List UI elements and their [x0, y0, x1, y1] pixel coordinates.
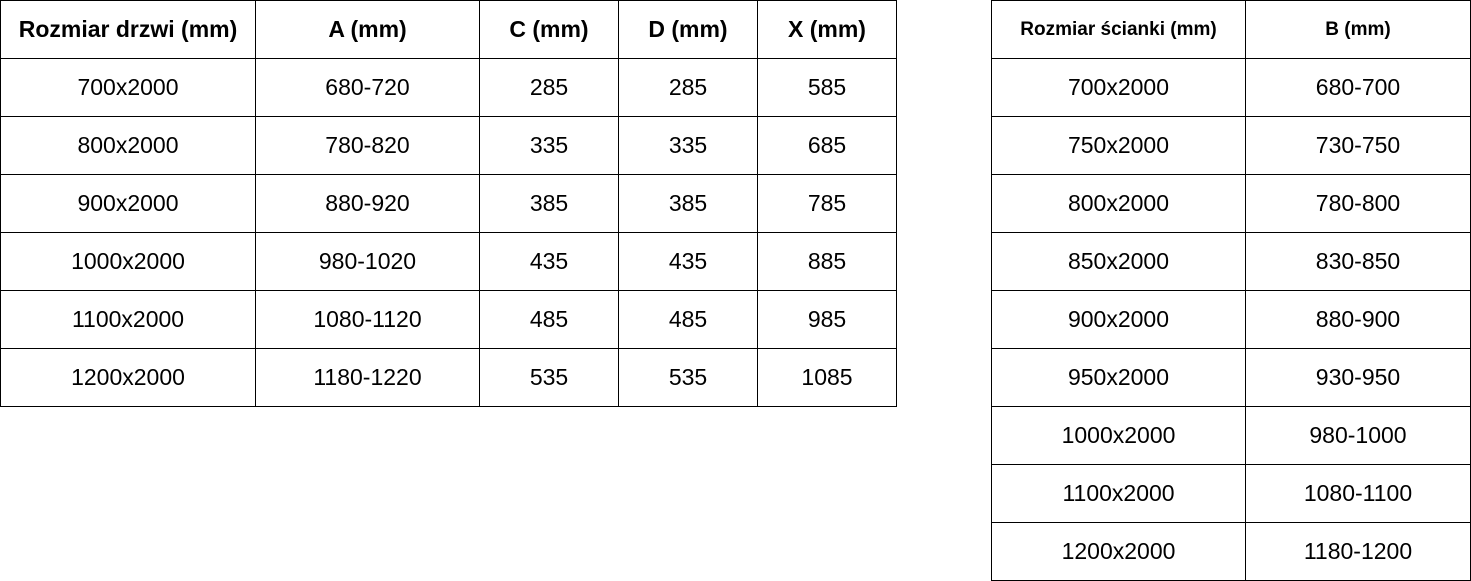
table-cell: 730-750: [1245, 116, 1471, 175]
table-row: 1200x2000 1180-1200: [991, 522, 1471, 581]
column-header: D (mm): [618, 0, 758, 59]
table-cell: 900x2000: [0, 174, 256, 233]
table-row: 950x2000 930-950: [991, 348, 1471, 407]
table-cell: 1080-1120: [255, 290, 480, 349]
column-header: Rozmiar ścianki (mm): [991, 0, 1246, 59]
table-cell: 800x2000: [0, 116, 256, 175]
wall-panel-dimensions-table: Rozmiar ścianki (mm) B (mm) 700x2000 680-7…: [991, 0, 1471, 581]
table-cell: 780-800: [1245, 174, 1471, 233]
table-cell: 1100x2000: [991, 464, 1246, 523]
table-cell: 1180-1220: [255, 348, 480, 407]
table-row: 850x2000 830-850: [991, 232, 1471, 291]
table-cell: 535: [479, 348, 619, 407]
table-row: 1100x2000 1080-1120 485 485 985: [0, 290, 897, 349]
table-cell: 980-1020: [255, 232, 480, 291]
table-row: 1100x2000 1080-1100: [991, 464, 1471, 523]
table-cell: 980-1000: [1245, 406, 1471, 465]
table-cell: 750x2000: [991, 116, 1246, 175]
table-cell: 485: [618, 290, 758, 349]
table-cell: 880-920: [255, 174, 480, 233]
table-cell: 680-720: [255, 58, 480, 117]
table-row: 800x2000 780-800: [991, 174, 1471, 233]
table-row: 1000x2000 980-1000: [991, 406, 1471, 465]
table-cell: 1080-1100: [1245, 464, 1471, 523]
table-cell: 1200x2000: [0, 348, 256, 407]
table-row: 750x2000 730-750: [991, 116, 1471, 175]
table-cell: 1100x2000: [0, 290, 256, 349]
table-row: 1000x2000 980-1020 435 435 885: [0, 232, 897, 291]
table-cell: 585: [757, 58, 897, 117]
table-cell: 950x2000: [991, 348, 1246, 407]
table-cell: 850x2000: [991, 232, 1246, 291]
table-cell: 880-900: [1245, 290, 1471, 349]
table-cell: 385: [618, 174, 758, 233]
column-header: C (mm): [479, 0, 619, 59]
table-header-row: Rozmiar ścianki (mm) B (mm): [991, 0, 1471, 59]
column-header: B (mm): [1245, 0, 1471, 59]
table-header-row: Rozmiar drzwi (mm) A (mm) C (mm) D (mm) X (m…: [0, 0, 897, 59]
table-row: 900x2000 880-900: [991, 290, 1471, 349]
table-row: 900x2000 880-920 385 385 785: [0, 174, 897, 233]
table-row: 700x2000 680-720 285 285 585: [0, 58, 897, 117]
table-cell: 285: [618, 58, 758, 117]
table-cell: 700x2000: [991, 58, 1246, 117]
table-cell: 385: [479, 174, 619, 233]
table-row: 800x2000 780-820 335 335 685: [0, 116, 897, 175]
table-row: 1200x2000 1180-1220 535 535 1085: [0, 348, 897, 407]
table-cell: 830-850: [1245, 232, 1471, 291]
table-cell: 780-820: [255, 116, 480, 175]
table-cell: 885: [757, 232, 897, 291]
table-cell: 1000x2000: [991, 406, 1246, 465]
table-cell: 685: [757, 116, 897, 175]
table-cell: 985: [757, 290, 897, 349]
column-header: X (mm): [757, 0, 897, 59]
table-cell: 535: [618, 348, 758, 407]
table-cell: 485: [479, 290, 619, 349]
table-cell: 335: [479, 116, 619, 175]
column-header: Rozmiar drzwi (mm): [0, 0, 256, 59]
table-cell: 435: [479, 232, 619, 291]
door-dimensions-table: Rozmiar drzwi (mm) A (mm) C (mm) D (mm) X (m…: [0, 0, 897, 407]
table-cell: 800x2000: [991, 174, 1246, 233]
table-row: 700x2000 680-700: [991, 58, 1471, 117]
table-cell: 700x2000: [0, 58, 256, 117]
table-cell: 1200x2000: [991, 522, 1246, 581]
table-cell: 1180-1200: [1245, 522, 1471, 581]
table-cell: 285: [479, 58, 619, 117]
table-cell: 785: [757, 174, 897, 233]
table-cell: 680-700: [1245, 58, 1471, 117]
column-header: A (mm): [255, 0, 480, 59]
table-cell: 900x2000: [991, 290, 1246, 349]
table-cell: 335: [618, 116, 758, 175]
table-cell: 1085: [757, 348, 897, 407]
table-cell: 930-950: [1245, 348, 1471, 407]
table-cell: 1000x2000: [0, 232, 256, 291]
table-cell: 435: [618, 232, 758, 291]
